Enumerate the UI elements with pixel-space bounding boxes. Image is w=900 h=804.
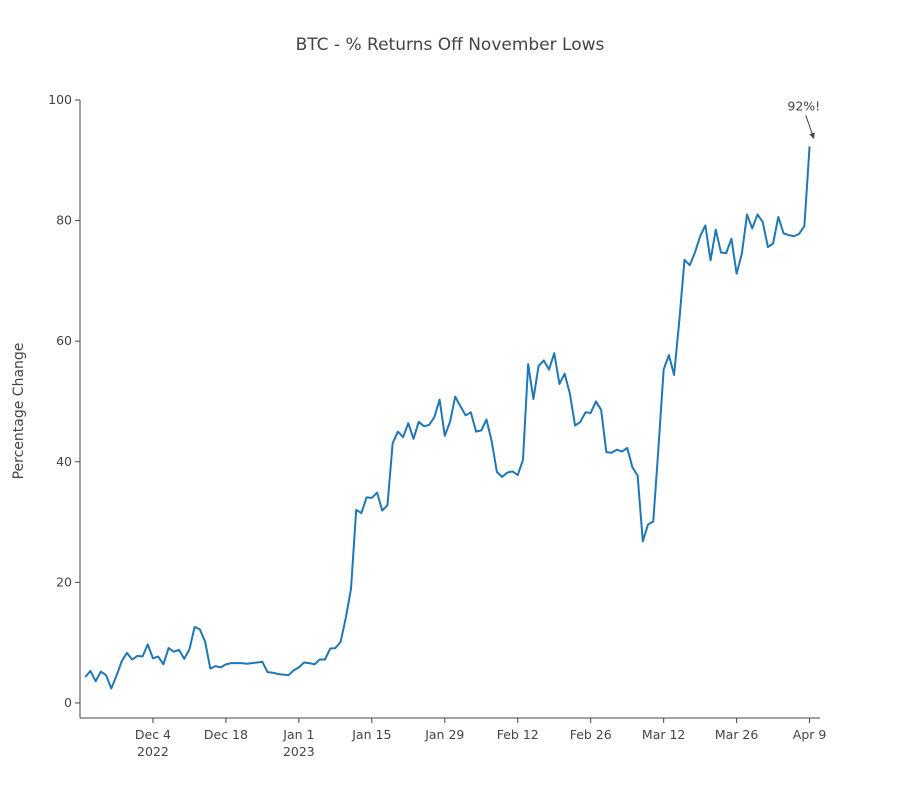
x-tick-label: Jan 1 <box>282 727 314 742</box>
x-tick-label: Jan 15 <box>351 727 391 742</box>
series-layer <box>84 146 811 690</box>
x-tick-sublabel: 2023 <box>283 744 315 759</box>
chart-title: BTC - % Returns Off November Lows <box>296 35 605 55</box>
x-tick-sublabel: 2022 <box>137 744 169 759</box>
y-tick-label: 40 <box>56 454 72 469</box>
x-tick-label: Dec 4 <box>135 727 171 742</box>
x-tick-label: Jan 29 <box>424 727 464 742</box>
y-tick-label: 100 <box>48 92 72 107</box>
x-tick-label: Mar 12 <box>642 727 685 742</box>
x-tick-label: Feb 26 <box>570 727 612 742</box>
annotation-layer: 92%! <box>787 98 820 139</box>
y-tick-label: 20 <box>56 574 72 589</box>
annotation-arrow <box>805 115 815 139</box>
x-tick-label: Feb 12 <box>497 727 539 742</box>
annotation-label: 92%! <box>787 98 820 113</box>
x-tick-label: Dec 18 <box>204 727 248 742</box>
x-tick-label: Apr 9 <box>793 727 827 742</box>
series-line <box>84 146 811 690</box>
y-tick-label: 80 <box>56 213 72 228</box>
y-axis-label: Percentage Change <box>11 343 27 480</box>
y-tick-label: 60 <box>56 333 72 348</box>
x-tick-label: Mar 26 <box>715 727 759 742</box>
y-tick-label: 0 <box>64 695 72 710</box>
axes: 0 20 40 60 80 100 Dec 4 2022 Dec 18 Jan 1 2023 Jan … <box>48 92 826 759</box>
